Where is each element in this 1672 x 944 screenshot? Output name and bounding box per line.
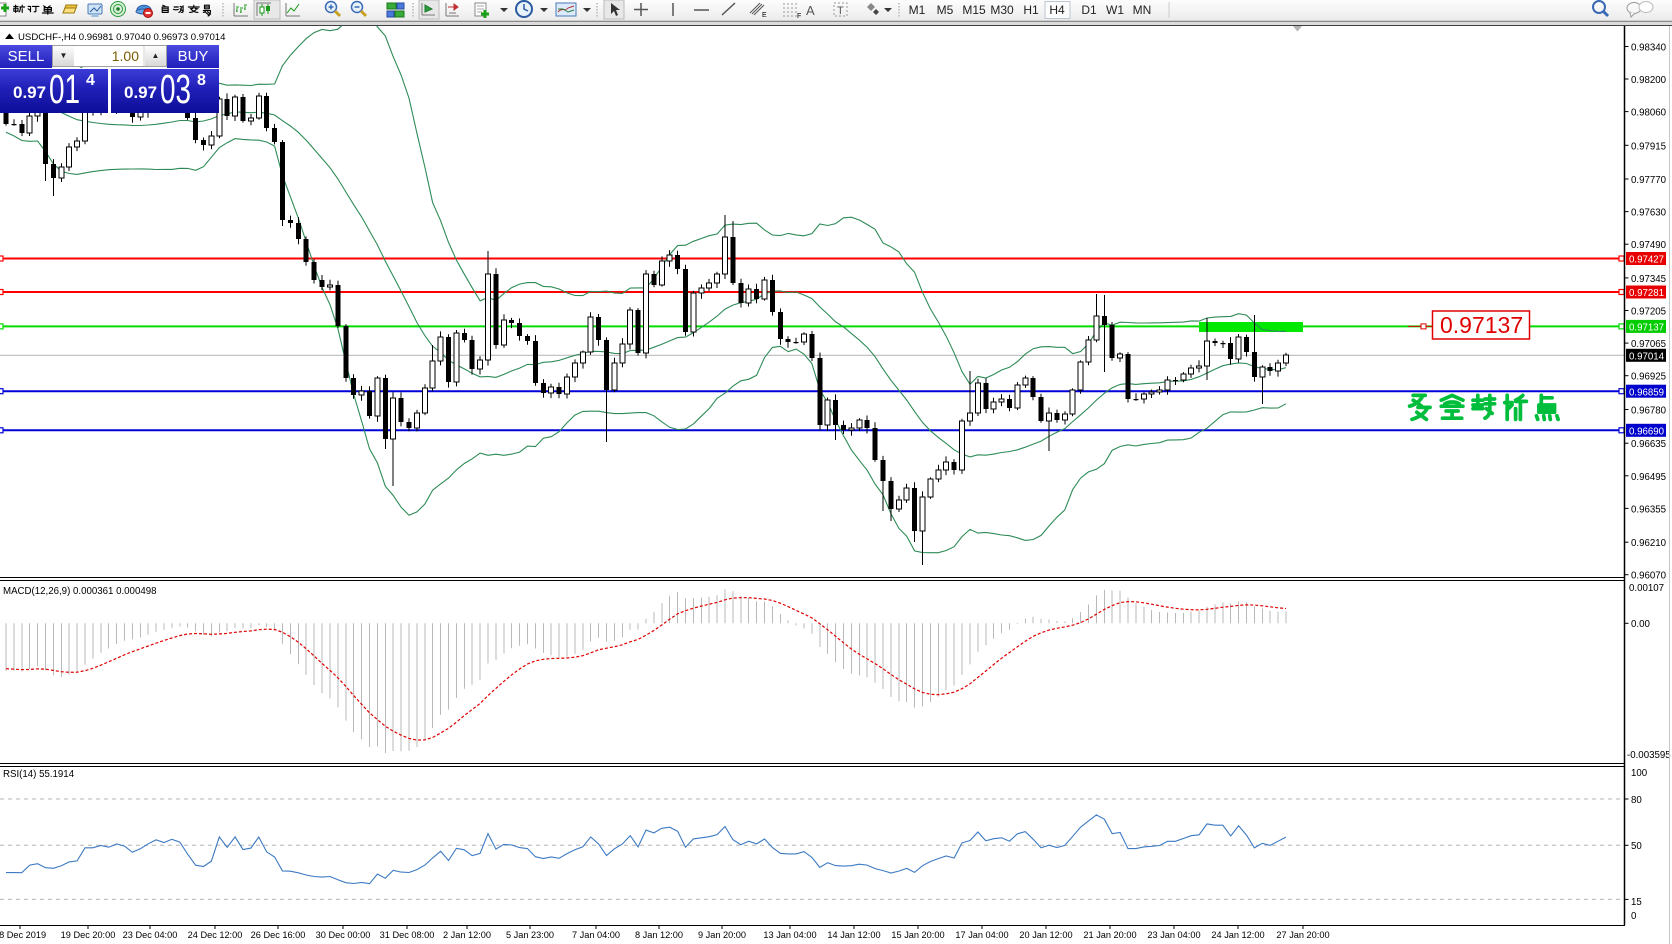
svg-text:D1: D1	[1081, 3, 1097, 17]
svg-text:0.97281: 0.97281	[1629, 288, 1664, 299]
svg-text:27 Jan 20:00: 27 Jan 20:00	[1276, 930, 1329, 940]
svg-text:100: 100	[1631, 768, 1648, 779]
svg-text:0.96495: 0.96495	[1631, 472, 1666, 483]
svg-text:18 Dec 2019: 18 Dec 2019	[0, 930, 46, 940]
svg-text:0.00107: 0.00107	[1629, 583, 1664, 594]
svg-text:-0.003595: -0.003595	[1627, 750, 1671, 761]
svg-text:MACD(12,26,9) 0.000361 0.00049: MACD(12,26,9) 0.000361 0.000498	[3, 586, 157, 597]
svg-text:15 Jan 20:00: 15 Jan 20:00	[891, 930, 944, 940]
svg-text:T: T	[837, 5, 844, 17]
svg-text:23 Dec 04:00: 23 Dec 04:00	[123, 930, 178, 940]
svg-text:A: A	[806, 3, 815, 18]
svg-text:0.98200: 0.98200	[1631, 75, 1667, 86]
svg-text:0.98340: 0.98340	[1631, 43, 1667, 54]
svg-text:0.96859: 0.96859	[1629, 387, 1664, 398]
svg-text:0.98060: 0.98060	[1631, 108, 1667, 119]
svg-text:5 Jan 23:00: 5 Jan 23:00	[506, 930, 554, 940]
svg-text:13 Jan 04:00: 13 Jan 04:00	[763, 930, 816, 940]
svg-text:F: F	[797, 13, 801, 20]
svg-text:E: E	[762, 12, 767, 19]
svg-text:M5: M5	[937, 3, 954, 17]
svg-text:9 Jan 20:00: 9 Jan 20:00	[698, 930, 746, 940]
svg-text:RSI(14) 55.1914: RSI(14) 55.1914	[3, 769, 75, 780]
svg-text:26 Dec 16:00: 26 Dec 16:00	[251, 930, 306, 940]
svg-text:50: 50	[1631, 841, 1642, 852]
svg-text:19 Dec 20:00: 19 Dec 20:00	[61, 930, 116, 940]
svg-text:0.96635: 0.96635	[1631, 439, 1666, 450]
svg-text:0.97770: 0.97770	[1631, 175, 1667, 186]
svg-text:H1: H1	[1023, 3, 1039, 17]
svg-text:M30: M30	[990, 3, 1014, 17]
svg-text:0.00: 0.00	[1631, 619, 1650, 630]
svg-text:80: 80	[1631, 795, 1642, 806]
svg-text:24 Jan 12:00: 24 Jan 12:00	[1211, 930, 1264, 940]
svg-text:0.96355: 0.96355	[1631, 504, 1666, 515]
svg-text:0.96210: 0.96210	[1631, 538, 1667, 549]
svg-text:14 Jan 12:00: 14 Jan 12:00	[827, 930, 880, 940]
svg-text:M15: M15	[962, 3, 986, 17]
svg-text:H4: H4	[1049, 3, 1065, 17]
svg-text:0.97490: 0.97490	[1631, 240, 1667, 251]
svg-text:0.96925: 0.96925	[1631, 372, 1666, 383]
svg-text:0.97345: 0.97345	[1631, 274, 1666, 285]
svg-text:2 Jan 12:00: 2 Jan 12:00	[443, 930, 491, 940]
svg-text:0.96070: 0.96070	[1631, 571, 1667, 582]
svg-text:0.96690: 0.96690	[1629, 427, 1665, 438]
svg-text:15: 15	[1631, 897, 1642, 908]
svg-text:0.96780: 0.96780	[1631, 406, 1667, 417]
svg-text:0.97427: 0.97427	[1629, 255, 1664, 266]
svg-text:17 Jan 04:00: 17 Jan 04:00	[955, 930, 1008, 940]
svg-text:0.97065: 0.97065	[1631, 339, 1666, 350]
svg-text:21 Jan 20:00: 21 Jan 20:00	[1083, 930, 1136, 940]
svg-text:31 Dec 08:00: 31 Dec 08:00	[380, 930, 435, 940]
svg-text:0.97137: 0.97137	[1440, 312, 1523, 338]
svg-text:0.97014: 0.97014	[1629, 352, 1665, 363]
svg-text:30 Dec 00:00: 30 Dec 00:00	[316, 930, 371, 940]
svg-text:0.97915: 0.97915	[1631, 141, 1666, 152]
svg-text:USDCHF-,H4 0.96981 0.97040 0.: USDCHF-,H4 0.96981 0.97040 0.96973 0.970…	[18, 32, 226, 43]
svg-text:23 Jan 04:00: 23 Jan 04:00	[1147, 930, 1200, 940]
svg-text:M1: M1	[909, 3, 926, 17]
svg-text:20 Jan 12:00: 20 Jan 12:00	[1019, 930, 1072, 940]
svg-text:MN: MN	[1133, 3, 1152, 17]
svg-text:0.97630: 0.97630	[1631, 208, 1667, 219]
svg-text:7 Jan 04:00: 7 Jan 04:00	[572, 930, 620, 940]
svg-text:W1: W1	[1106, 3, 1124, 17]
svg-text:0: 0	[1631, 911, 1637, 922]
svg-text:0.97137: 0.97137	[1629, 323, 1664, 334]
svg-text:0.97205: 0.97205	[1631, 307, 1666, 318]
svg-text:8 Jan 12:00: 8 Jan 12:00	[635, 930, 683, 940]
svg-text:24 Dec 12:00: 24 Dec 12:00	[188, 930, 243, 940]
